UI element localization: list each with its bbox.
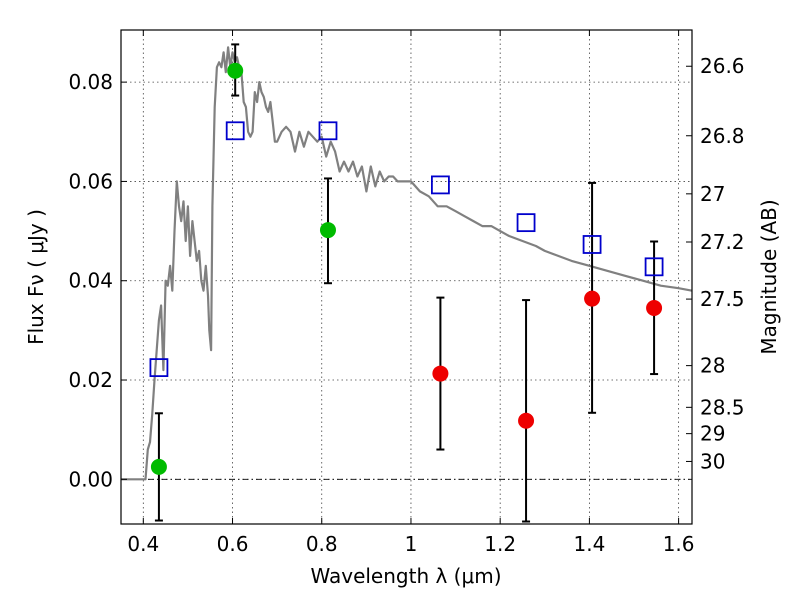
y-tick-label: 0.06 xyxy=(68,169,113,193)
y-tick-label: 0.00 xyxy=(68,467,113,491)
model-flux-square xyxy=(149,358,169,378)
model-flux-markers xyxy=(149,121,664,378)
x-tick-label: 0.4 xyxy=(127,532,159,556)
plot-frame xyxy=(120,29,693,525)
nondetection-point xyxy=(518,412,535,429)
detection-point xyxy=(227,62,244,79)
right-tick-label: 28 xyxy=(700,354,725,378)
y-tick-label: 0.02 xyxy=(68,368,113,392)
error-bars xyxy=(154,43,659,523)
y-tick-label: 0.08 xyxy=(68,70,113,94)
right-tick-label: 28.5 xyxy=(700,395,745,419)
x-tick-label: 1.2 xyxy=(484,532,516,556)
right-tick-label: 27.2 xyxy=(700,230,745,254)
x-tick-label: 1.6 xyxy=(663,532,695,556)
right-axis-ticks: 26.6 26.8 27 27.2 27.5 28 28.5 29 30 xyxy=(686,54,745,473)
y-axis-ticks: 0.00 0.02 0.04 0.06 0.08 xyxy=(68,70,127,491)
model-flux-square xyxy=(225,121,245,141)
x-tick-label: 1 xyxy=(405,532,418,556)
x-tick-label: 0.8 xyxy=(306,532,338,556)
model-sed-line xyxy=(121,46,693,481)
right-tick-label: 26.8 xyxy=(700,124,745,148)
right-tick-label: 27 xyxy=(700,182,725,206)
model-flux-square xyxy=(431,175,450,195)
right-tick-label: 29 xyxy=(700,422,725,446)
nondetection-point xyxy=(432,365,449,382)
x-tick-label: 0.6 xyxy=(217,532,249,556)
x-tick-label: 1.4 xyxy=(573,532,605,556)
detection-point xyxy=(319,222,336,239)
model-flux-square xyxy=(644,257,664,277)
nondetection-point xyxy=(646,300,663,317)
nondetection-point xyxy=(584,290,601,307)
right-tick-label: 26.6 xyxy=(700,54,745,78)
right-tick-label: 27.5 xyxy=(700,287,745,311)
x-axis-label: Wavelength λ (μm) xyxy=(310,564,501,588)
model-flux-square xyxy=(582,235,602,254)
detection-point xyxy=(150,458,167,475)
model-flux-square xyxy=(318,121,338,141)
right-axis-label: Magnitude (AB) xyxy=(757,199,781,354)
y-tick-label: 0.04 xyxy=(68,269,113,293)
x-axis-ticks: 0.4 0.6 0.8 1 1.2 1.4 1.6 xyxy=(127,30,695,556)
observed-points xyxy=(150,62,663,475)
model-flux-square xyxy=(516,213,536,233)
y-axis-label: Flux Fν ( μJy ) xyxy=(24,209,48,345)
right-tick-label: 30 xyxy=(700,449,725,473)
